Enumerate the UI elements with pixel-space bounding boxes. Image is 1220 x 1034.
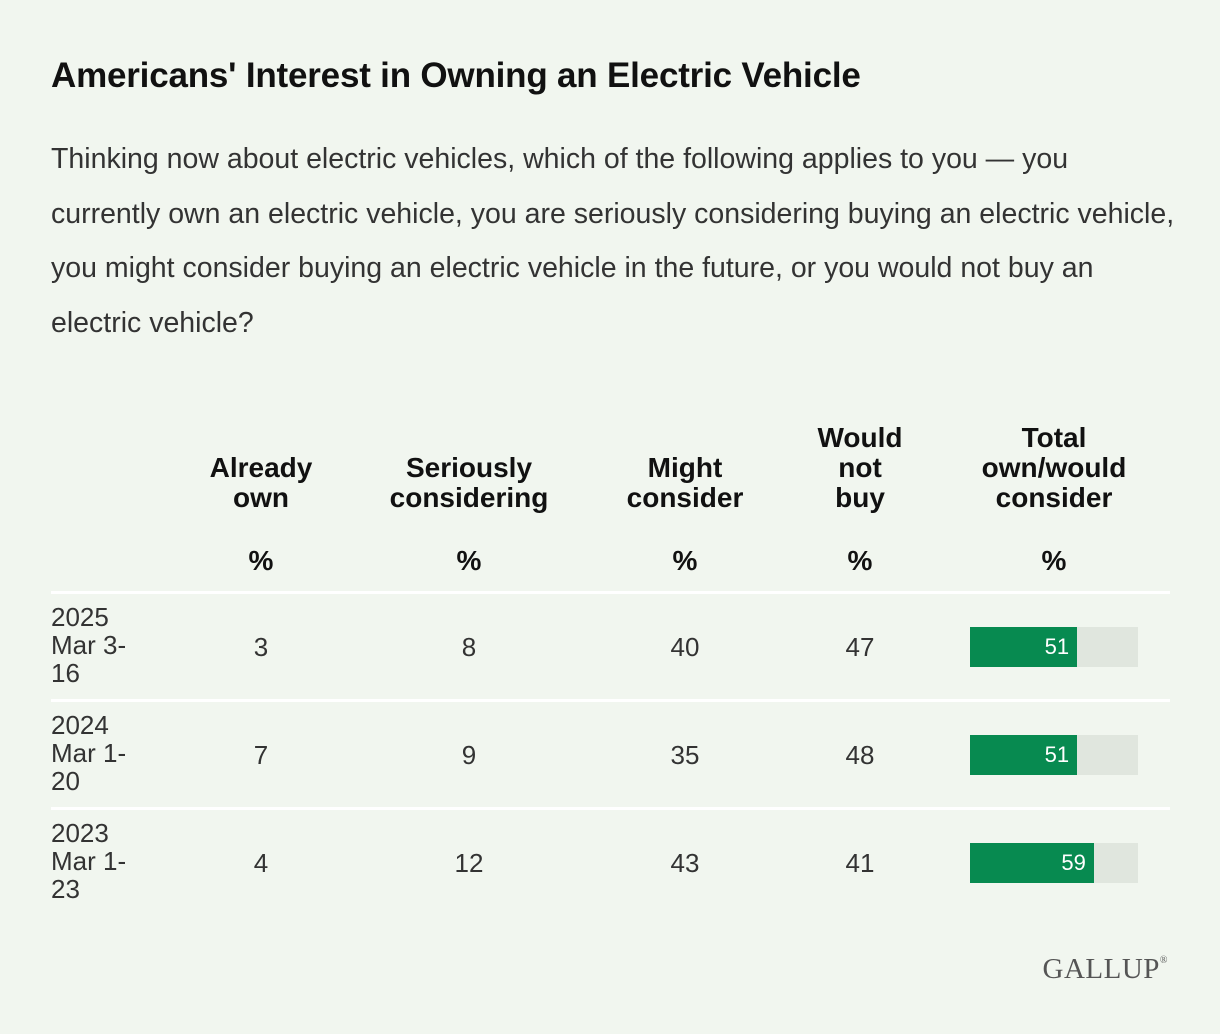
column-header-line: not	[838, 452, 882, 483]
gallup-logo: GALLUP®	[1043, 953, 1169, 986]
column-header-line: Might	[647, 452, 723, 483]
row-label-line: 16	[51, 658, 80, 688]
cell-already-own: 4	[253, 848, 269, 878]
row-label-line: Mar 3-	[51, 630, 127, 660]
row-label-line: 2024	[51, 710, 109, 740]
row-label: 2024 Mar 1- 20	[51, 711, 126, 795]
cell-would-not-buy: 47	[845, 632, 875, 662]
column-header-already-own: Already own	[151, 453, 371, 513]
column-unit-total: %	[1041, 545, 1067, 576]
column-header-line: buy	[835, 482, 885, 513]
total-bar-label: 51	[1044, 634, 1070, 659]
column-header-line: considering	[389, 482, 549, 513]
cell-would-not-buy: 41	[845, 848, 875, 878]
chart-title: Americans' Interest in Owning an Electri…	[51, 56, 861, 95]
cell-might-consider: 40	[670, 632, 700, 662]
cell-seriously-considering: 12	[454, 848, 484, 878]
column-header-total: Total own/would consider	[944, 423, 1164, 513]
cell-might-consider: 43	[670, 848, 700, 878]
column-header-seriously-considering: Seriously considering	[359, 453, 579, 513]
row-divider	[51, 807, 1170, 810]
column-header-would-not-buy: Would not buy	[750, 423, 970, 513]
row-label-line: 20	[51, 766, 80, 796]
row-divider	[51, 591, 1170, 594]
column-header-line: Seriously	[405, 452, 533, 483]
cell-would-not-buy: 48	[845, 740, 875, 770]
row-label-line: Mar 1-	[51, 738, 127, 768]
column-header-line: consider	[995, 482, 1113, 513]
cell-already-own: 7	[253, 740, 269, 770]
column-header-might-consider: Might consider	[575, 453, 795, 513]
row-label-line: Mar 1-	[51, 846, 127, 876]
column-unit-already-own: %	[248, 545, 274, 576]
chart-subtitle: Thinking now about electric vehicles, wh…	[51, 143, 1175, 339]
total-bar-track: 51	[970, 735, 1138, 775]
column-unit-would-not-buy: %	[847, 545, 873, 576]
column-unit-seriously-considering: %	[456, 545, 482, 576]
column-header-line: own	[233, 482, 289, 513]
total-bar-track: 51	[970, 627, 1138, 667]
column-header-line: consider	[626, 482, 744, 513]
row-label-line: 23	[51, 874, 80, 904]
row-label: 2025 Mar 3- 16	[51, 603, 126, 687]
cell-already-own: 3	[253, 632, 269, 662]
total-bar: 59	[970, 843, 1094, 883]
row-divider	[51, 699, 1170, 702]
registered-mark: ®	[1159, 955, 1168, 966]
total-bar: 51	[970, 627, 1078, 667]
row-label-line: 2025	[51, 602, 109, 632]
total-bar-label: 59	[1061, 850, 1086, 875]
column-header-line: Already	[209, 452, 313, 483]
row-label: 2023 Mar 1- 23	[51, 819, 126, 903]
total-bar: 51	[970, 735, 1078, 775]
column-header-line: own/would	[981, 452, 1127, 483]
cell-might-consider: 35	[670, 740, 700, 770]
cell-seriously-considering: 9	[461, 740, 477, 770]
total-bar-label: 51	[1044, 742, 1070, 767]
column-header-line: Would	[817, 422, 903, 453]
total-bar-track: 59	[970, 843, 1138, 883]
row-label-line: 2023	[51, 818, 109, 848]
column-unit-might-consider: %	[672, 545, 698, 576]
column-header-line: Total	[1021, 422, 1087, 453]
cell-seriously-considering: 8	[461, 632, 477, 662]
logo-text: GALLUP	[1042, 953, 1160, 985]
